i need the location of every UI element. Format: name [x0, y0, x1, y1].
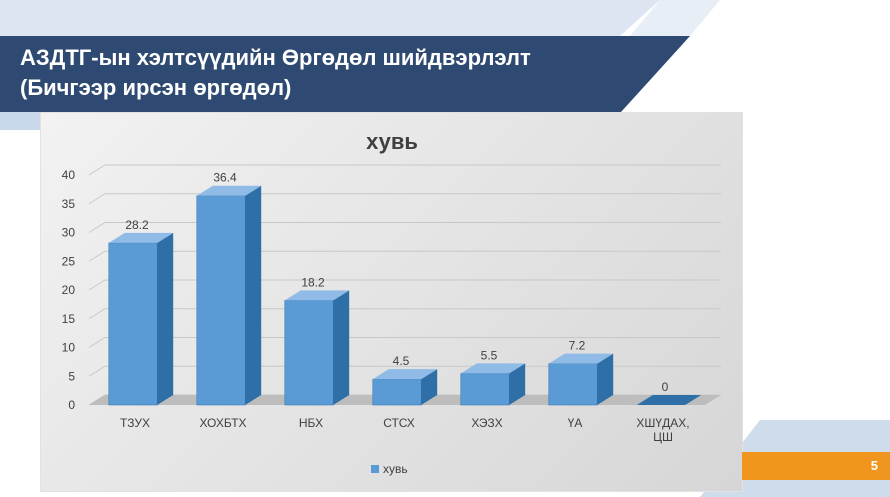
page-number-box: 5	[742, 452, 890, 480]
bar-front	[108, 242, 158, 406]
legend-swatch	[371, 465, 379, 473]
bar-front	[372, 378, 422, 406]
x-tick-label: ХЭЗХ	[471, 416, 502, 430]
bar-front	[196, 195, 246, 406]
chart-frame: хувь 0 5 10 15 20 25 30 35 40 28.2 ТЗУХ 36.4 ХОХБТХ 18…	[40, 112, 743, 492]
data-label: 4.5	[393, 354, 410, 368]
title-band	[0, 36, 690, 112]
gridline-depth	[88, 250, 106, 262]
bar-side	[509, 363, 526, 405]
y-tick-label: 5	[68, 369, 75, 383]
gridline-depth	[88, 164, 106, 176]
y-tick-label: 20	[62, 283, 76, 297]
y-tick-label: 10	[62, 341, 76, 355]
bar-flat	[636, 395, 702, 405]
bar-top	[196, 185, 262, 196]
bar-front	[460, 373, 510, 406]
y-tick-label: 35	[62, 197, 76, 211]
bar-side	[157, 232, 174, 405]
data-label: 18.2	[301, 275, 325, 289]
x-tick-label: ЦШ	[653, 430, 673, 444]
gridline-depth	[88, 279, 106, 291]
page-number: 5	[870, 458, 878, 473]
y-tick-label: 25	[62, 254, 76, 268]
gridline-depth	[88, 222, 106, 233]
data-label: 36.4	[213, 171, 237, 185]
bar-top	[108, 232, 174, 243]
y-tick-label: 30	[62, 226, 76, 240]
x-tick-label: ТЗУХ	[120, 416, 150, 430]
bar-top	[372, 369, 438, 380]
slide-title-line-2: (Бичгээр ирсэн өргөдөл)	[20, 75, 292, 100]
data-label: 28.2	[125, 218, 149, 232]
bar-side	[333, 290, 350, 405]
bar-side	[245, 185, 262, 405]
legend-label: хувь	[383, 462, 408, 476]
bar-side	[597, 353, 614, 405]
gridline-depth	[88, 365, 106, 377]
x-tick-label: ХШҮДАХ,	[636, 416, 689, 430]
bar-front	[284, 300, 334, 406]
data-label: 0	[662, 380, 669, 394]
slide-title-line-1: АЗДТГ-ын хэлтсүүдийн Өргөдөл шийдвэрлэлт	[20, 45, 531, 70]
gridline-depth	[88, 193, 106, 205]
slide-title: АЗДТГ-ын хэлтсүүдийн Өргөдөл шийдвэрлэлт…	[20, 43, 660, 103]
data-label: 7.2	[569, 339, 586, 353]
x-tick-label: СТСХ	[383, 416, 415, 430]
bar-chart: хувь 0 5 10 15 20 25 30 35 40 28.2 ТЗУХ 36.4 ХОХБТХ 18…	[62, 129, 721, 476]
bar-side	[421, 369, 438, 405]
bar-top	[460, 363, 526, 374]
gridline-depth	[88, 337, 106, 348]
bar-front	[548, 363, 598, 406]
bar-top	[284, 290, 350, 301]
chart-title: хувь	[366, 129, 418, 154]
y-tick-label: 0	[68, 398, 75, 412]
data-label: 5.5	[481, 348, 498, 362]
x-tick-label: ХОХБТХ	[199, 416, 246, 430]
y-tick-label: 15	[62, 312, 76, 326]
bar-top	[548, 353, 614, 364]
gridline-depth	[88, 308, 106, 320]
x-tick-label: ҮА	[568, 416, 583, 430]
y-tick-label: 40	[62, 168, 76, 182]
x-tick-label: НБХ	[299, 416, 323, 430]
